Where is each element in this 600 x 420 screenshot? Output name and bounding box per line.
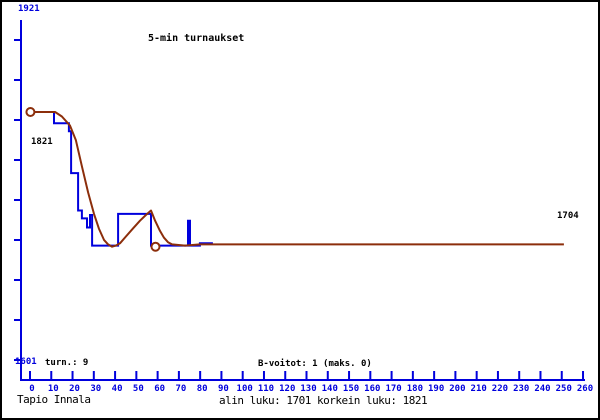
x-tick-label: 0 bbox=[29, 384, 35, 394]
x-tick-label: 180 bbox=[406, 384, 423, 394]
x-tick-label: 120 bbox=[279, 384, 296, 394]
x-tick-label: 240 bbox=[534, 384, 551, 394]
x-tick-label: 70 bbox=[175, 384, 187, 394]
x-tick-label: 80 bbox=[196, 384, 208, 394]
x-tick-label: 50 bbox=[132, 384, 144, 394]
x-tick-label: 250 bbox=[555, 384, 572, 394]
x-tick-label: 20 bbox=[69, 384, 80, 394]
x-tick-label: 170 bbox=[385, 384, 402, 394]
x-tick-label: 150 bbox=[342, 384, 360, 394]
x-tick-label: 60 bbox=[154, 384, 166, 394]
x-tick-label: 100 bbox=[236, 384, 253, 394]
x-tick-label: 200 bbox=[449, 384, 466, 394]
x-tick-label: 220 bbox=[491, 384, 509, 394]
chart-title: 5-min turnaukset bbox=[148, 33, 245, 44]
x-tick-label: 190 bbox=[427, 384, 445, 394]
final-rating-label: 1704 bbox=[557, 211, 579, 221]
x-tick-label: 40 bbox=[111, 384, 123, 394]
x-tick-label: 210 bbox=[470, 384, 487, 394]
x-tick-label: 140 bbox=[321, 384, 338, 394]
x-tick-label: 10 bbox=[47, 384, 59, 394]
player-name: Tapio Innala bbox=[17, 393, 91, 406]
y-axis-top-label: 1921 bbox=[18, 4, 40, 14]
rating-line bbox=[30, 111, 213, 247]
y-axis-bottom-label: 1601 bbox=[15, 357, 37, 367]
x-tick-label: 90 bbox=[218, 384, 229, 394]
b-wins-label: B-voitot: 1 (maks. 0) bbox=[258, 359, 372, 369]
start-rating-label: 1821 bbox=[31, 137, 53, 147]
x-tick-label: 130 bbox=[300, 384, 317, 394]
x-tick-label: 260 bbox=[576, 384, 594, 394]
x-tick-label: 30 bbox=[90, 384, 102, 394]
marker-circle bbox=[150, 241, 161, 252]
x-tick-label: 160 bbox=[364, 384, 381, 394]
tournament-count-label: turn.: 9 bbox=[45, 358, 89, 368]
min-max-summary: alin luku: 1701 korkein luku: 1821 bbox=[219, 394, 428, 407]
average-line bbox=[30, 111, 564, 248]
x-tick-label: 110 bbox=[257, 384, 275, 394]
x-tick-label: 230 bbox=[513, 384, 530, 394]
marker-circle-start bbox=[25, 107, 36, 117]
